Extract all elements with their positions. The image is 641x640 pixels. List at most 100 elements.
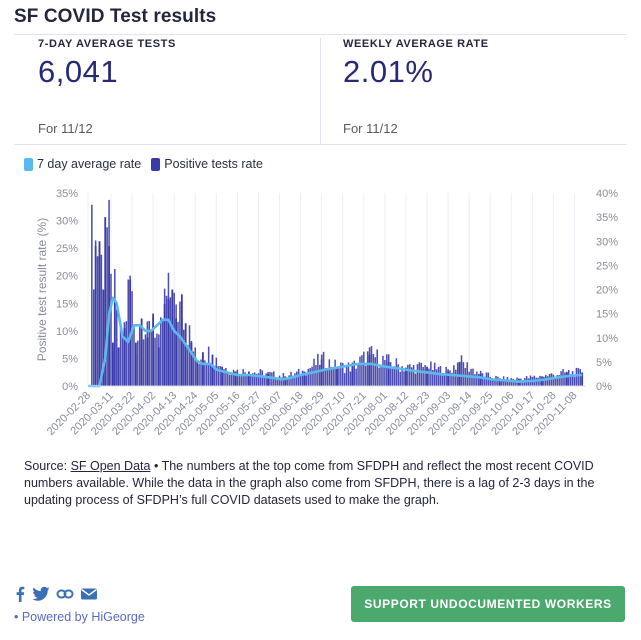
bar	[489, 376, 491, 386]
bar-peak	[134, 342, 137, 386]
bar	[125, 321, 128, 386]
y-right-tick-label: 25%	[596, 260, 618, 272]
bar	[334, 359, 336, 386]
y-right-tick-label: 0%	[596, 381, 612, 393]
bar	[476, 371, 478, 386]
bar	[219, 365, 221, 386]
bar	[386, 354, 388, 386]
bar	[278, 375, 281, 386]
bar-peak	[447, 371, 449, 386]
bar	[338, 367, 340, 386]
y-left-tick-label: 5%	[62, 353, 78, 365]
email-icon[interactable]	[80, 586, 98, 602]
bar	[169, 297, 172, 386]
divider	[14, 144, 627, 145]
bar-peak	[157, 347, 160, 386]
legend-label: 7 day average rate	[37, 157, 142, 171]
bar-peak	[458, 361, 461, 386]
source-link[interactable]: SF Open Data	[70, 459, 151, 473]
bar	[552, 374, 555, 386]
legend-item-positive[interactable]: Positive tests rate	[151, 157, 263, 171]
bar	[428, 368, 430, 386]
bar	[100, 254, 103, 386]
bar	[347, 362, 350, 386]
bar	[244, 372, 246, 386]
link-icon[interactable]	[56, 586, 74, 602]
bar	[131, 291, 133, 386]
y-right-tick-label: 5%	[596, 357, 612, 369]
bar-peak	[267, 373, 269, 386]
powered-by[interactable]: • Powered by HiGeorge	[14, 610, 145, 624]
bar	[217, 366, 220, 386]
bar	[311, 366, 313, 386]
bar-peak	[163, 303, 166, 386]
bar-peak	[167, 299, 170, 386]
bar-peak	[479, 373, 482, 386]
bar	[500, 380, 503, 386]
positive-rate-chart: 35% 30% 25% 20% 15% 10% 5% 0% 40% 35% 30% 25% 20% 15%…	[35, 188, 618, 438]
bar	[382, 355, 384, 386]
bar	[250, 375, 252, 386]
bar	[466, 362, 469, 386]
bar	[330, 366, 333, 386]
stat-value: 6,041	[38, 54, 119, 89]
bar-peak	[175, 318, 178, 386]
source-body: • The numbers at the top come from SFDPH…	[24, 459, 595, 507]
bar	[257, 373, 260, 386]
bar	[573, 376, 576, 386]
bar	[188, 325, 191, 386]
bar	[380, 366, 382, 386]
bar	[412, 365, 415, 386]
bar	[460, 355, 463, 386]
legend-swatch	[151, 157, 161, 171]
bar	[271, 372, 273, 386]
bar	[370, 346, 373, 386]
bar	[215, 357, 218, 386]
y-left-tick-label: 25%	[56, 243, 78, 255]
y-right-tick-label: 30%	[596, 236, 618, 248]
bar	[389, 362, 392, 386]
bar	[177, 321, 179, 386]
bar	[474, 374, 476, 386]
stat-label: 7-DAY AVERAGE TESTS	[38, 38, 176, 50]
bar	[307, 368, 310, 386]
bar-peak	[196, 361, 199, 386]
bar	[294, 373, 296, 386]
twitter-icon[interactable]	[32, 586, 50, 602]
bar	[261, 370, 264, 386]
bar-peak	[211, 354, 214, 386]
bar	[225, 367, 227, 386]
bar	[148, 320, 151, 386]
bar	[343, 373, 346, 386]
bar-peak	[117, 347, 120, 386]
support-workers-button[interactable]: SUPPORT UNDOCUMENTED WORKERS	[351, 586, 625, 622]
legend-swatch	[24, 157, 33, 171]
bar	[138, 326, 141, 386]
bar	[483, 376, 486, 386]
bar	[305, 375, 308, 386]
bar-peak	[284, 376, 287, 386]
bar	[468, 371, 470, 386]
bar	[328, 359, 331, 386]
y-right-tick-label: 10%	[596, 333, 618, 345]
bar-peak	[303, 371, 306, 386]
bar	[255, 373, 258, 386]
bar	[401, 366, 403, 386]
bar	[462, 362, 465, 386]
facebook-icon[interactable]	[14, 586, 26, 602]
source-note: Source: SF Open Data • The numbers at th…	[24, 458, 620, 509]
bar	[443, 375, 446, 386]
bar	[422, 366, 424, 386]
y-left-tick-label: 35%	[56, 188, 78, 200]
bar	[363, 351, 365, 386]
bar	[355, 368, 357, 386]
bar	[504, 380, 507, 386]
bar	[296, 371, 298, 386]
legend-item-average[interactable]: 7 day average rate	[24, 157, 141, 171]
y-right-tick-label: 15%	[596, 309, 618, 321]
bar-peak	[247, 371, 250, 386]
bar	[441, 375, 444, 386]
legend-label: Positive tests rate	[164, 157, 263, 171]
bar	[332, 369, 334, 386]
bar	[115, 309, 118, 386]
